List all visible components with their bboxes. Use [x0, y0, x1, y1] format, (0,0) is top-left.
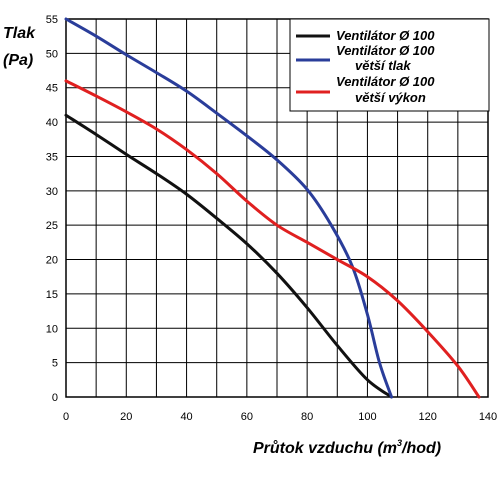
- x-axis-title-main: Průtok vzduchu (m: [253, 440, 397, 457]
- legend-box: [289, 18, 490, 112]
- y-axis-title-line1: Tlak: [3, 25, 36, 42]
- legend-label-performance-line2: větší výkon: [355, 90, 426, 105]
- y-tick-label: 10: [46, 323, 58, 335]
- x-tick-label: 20: [120, 411, 132, 423]
- x-axis-title: Průtok vzduchu (m3/hod): [253, 438, 441, 457]
- legend-label-pressure-line2: větší tlak: [355, 58, 411, 73]
- y-tick-label: 0: [52, 392, 58, 404]
- series-lines: [64, 17, 481, 399]
- legend-label-standard: Ventilátor Ø 100: [336, 28, 435, 43]
- legend-label-pressure-line1: Ventilátor Ø 100: [336, 43, 435, 58]
- x-tick-label: 80: [301, 411, 313, 423]
- y-tick-label: 20: [46, 255, 58, 267]
- y-tick-label: 50: [46, 48, 58, 60]
- y-tick-label: 25: [46, 220, 58, 232]
- y-tick-label: 40: [46, 117, 58, 129]
- y-tick-label: 55: [46, 14, 58, 26]
- x-tick-label: 100: [358, 411, 376, 423]
- x-tick-label: 0: [63, 411, 69, 423]
- legend-label-performance-line1: Ventilátor Ø 100: [336, 74, 435, 89]
- x-tick-label: 40: [180, 411, 192, 423]
- y-tick-labels: 0 5 10 15 20 25 30 35 40 45 50 55: [46, 14, 58, 404]
- series-line-higher-performance: [64, 79, 481, 399]
- x-tick-label: 140: [479, 411, 497, 423]
- series-line-higher-pressure: [64, 17, 394, 399]
- plot-frame: [65, 18, 489, 398]
- x-tick-label: 120: [419, 411, 437, 423]
- series-line-standard: [64, 113, 394, 399]
- y-tick-label: 5: [52, 358, 58, 370]
- y-tick-label: 45: [46, 83, 58, 95]
- y-tick-label: 15: [46, 289, 58, 301]
- x-axis-title-end: /hod): [401, 440, 441, 457]
- x-tick-label: 60: [241, 411, 253, 423]
- x-axis-title-superscript: 3: [397, 438, 402, 448]
- x-tick-labels: 0 20 40 60 80 100 120 140: [63, 411, 497, 423]
- legend: Ventilátor Ø 100 Ventilátor Ø 100 větší …: [289, 18, 490, 112]
- y-axis-title-line2: (Pa): [3, 52, 33, 69]
- y-tick-label: 30: [46, 186, 58, 198]
- y-tick-label: 35: [46, 151, 58, 163]
